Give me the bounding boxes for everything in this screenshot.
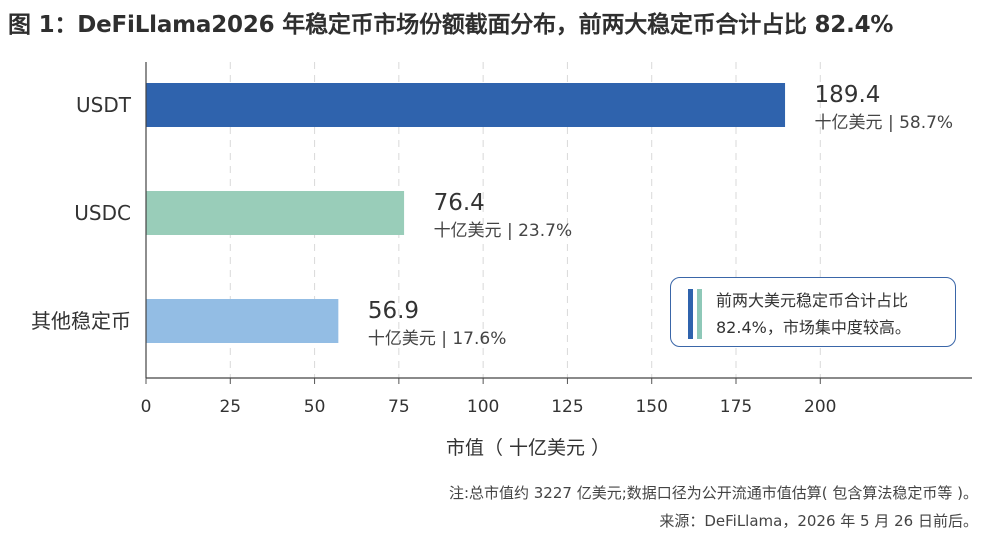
value-labels: 189.4 十亿美元 | 58.7% 76.4 十亿美元 | 23.7% 56.9 十亿美… [368, 82, 953, 349]
callout-line-1: 前两大美元稳定币合计占比 [716, 291, 909, 310]
category-label: USDT [76, 93, 132, 117]
value-label: 76.4 [434, 190, 485, 216]
x-tick-label: 25 [219, 397, 241, 417]
category-label: USDC [74, 201, 131, 225]
x-tick-label: 100 [467, 397, 499, 417]
x-tick-label: 200 [804, 397, 836, 417]
value-label: 189.4 [815, 82, 881, 108]
callout-line-2: 82.4%，市场集中度较高。 [716, 318, 911, 337]
chart-title: 图 1：DeFiLlama2026 年稳定币市场份额截面分布，前两大稳定币合计占… [8, 12, 894, 38]
category-label: 其他稳定币 [31, 309, 131, 333]
value-label: 56.9 [368, 298, 419, 324]
x-tick-label: 0 [141, 397, 152, 417]
bar-3 [146, 299, 339, 343]
bar-2 [146, 191, 405, 235]
bar-1 [146, 83, 786, 127]
value-sublabel: 十亿美元 | 23.7% [434, 221, 573, 241]
summary-callout: 前两大美元稳定币合计占比 82.4%，市场集中度较高。 [670, 277, 956, 347]
x-tick-label: 50 [304, 397, 326, 417]
x-tick-label: 75 [388, 397, 410, 417]
source-note: 来源：DeFiLlama，2026 年 5 月 26 日前后。 [659, 512, 978, 530]
category-labels: USDT USDC 其他稳定币 [31, 93, 132, 333]
callout-text: 前两大美元稳定币合计占比 82.4%，市场集中度较高。 [716, 287, 911, 341]
bars [146, 83, 786, 343]
callout-accent-light [697, 289, 702, 339]
x-axis-title: 市值（ 十亿美元 ） [446, 437, 610, 459]
x-tick-label: 125 [551, 397, 583, 417]
value-sublabel: 十亿美元 | 17.6% [368, 329, 507, 349]
x-axis: 0 25 50 75 100 125 150 175 200 [141, 62, 972, 417]
x-tick-label: 150 [635, 397, 667, 417]
x-tick-label: 175 [720, 397, 752, 417]
footnote: 注:总市值约 3227 亿美元;数据口径为公开流通市值估算( 包含算法稳定币等 … [448, 484, 978, 502]
value-sublabel: 十亿美元 | 58.7% [815, 113, 954, 133]
callout-accent-dark [688, 289, 693, 339]
